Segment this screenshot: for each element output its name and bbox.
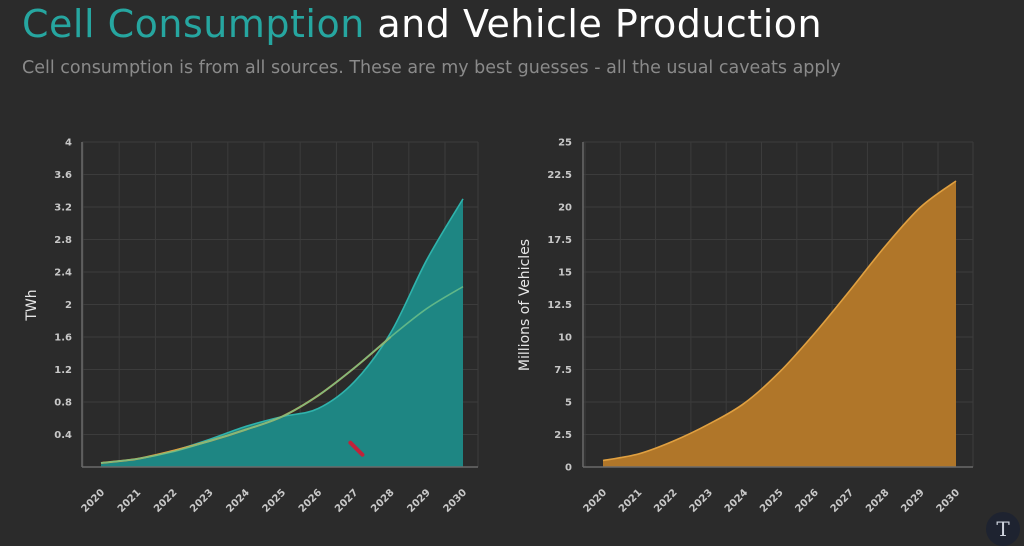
y-tick-label: 15	[558, 268, 572, 279]
x-tick-label: 2023	[688, 487, 715, 514]
y-axis-title: TWh	[24, 289, 40, 321]
logo-text: T	[996, 517, 1009, 541]
y-tick-label: 17.5	[547, 235, 572, 246]
y-tick-label: 25	[558, 138, 572, 149]
y-tick-label: 2.4	[54, 268, 72, 279]
y-tick-label: 4	[65, 138, 72, 149]
y-tick-label: 2	[65, 300, 72, 311]
x-tick-label: 2025	[758, 487, 785, 514]
y-tick-label: 1.2	[54, 365, 72, 376]
x-tick-label: 2028	[369, 487, 396, 514]
x-tick-label: 2020	[582, 487, 609, 514]
x-tick-label: 2030	[935, 487, 962, 514]
y-tick-label: 3.6	[54, 170, 72, 181]
x-tick-label: 2023	[188, 487, 215, 514]
y-tick-label: 12.5	[547, 300, 572, 311]
y-tick-label: 20	[558, 203, 572, 214]
x-tick-label: 2024	[224, 487, 251, 514]
x-tick-label: 2024	[723, 487, 750, 514]
y-tick-label: 2.5	[554, 430, 572, 441]
x-tick-label: 2029	[405, 487, 432, 514]
x-tick-label: 2022	[652, 487, 679, 514]
y-tick-label: 7.5	[554, 365, 572, 376]
y-tick-label: 5	[565, 398, 572, 409]
x-tick-label: 2022	[152, 487, 179, 514]
x-tick-label: 2025	[261, 487, 288, 514]
y-tick-label: 0.8	[54, 398, 72, 409]
y-tick-label: 10	[558, 333, 572, 344]
chart-vehicle-production: 0 2.5 5 7.5 10 12.5 15 17.5 20 22.5 25 2020 2021 2022…	[517, 138, 973, 515]
chart-cell-consumption: 0.4 0.8 1.2 1.6 2 2.4 2.8 3.2 3.6 4 2020 2021 2022 20…	[24, 138, 478, 515]
y-tick-label: 3.2	[54, 203, 72, 214]
x-tick-label: 2028	[864, 487, 891, 514]
y-tick-label: 0.4	[54, 430, 72, 441]
x-tick-label: 2021	[116, 487, 143, 514]
x-tick-label: 2030	[442, 487, 469, 514]
y-tick-label: 1.6	[54, 333, 72, 344]
x-tick-label: 2026	[793, 487, 820, 514]
y-tick-label: 22.5	[547, 170, 572, 181]
y-tick-label: 0	[565, 463, 572, 474]
y-tick-label: 2.8	[54, 235, 72, 246]
x-tick-label: 2027	[333, 487, 360, 514]
x-tick-label: 2021	[617, 487, 644, 514]
x-tick-label: 2026	[297, 487, 324, 514]
x-tick-label: 2027	[829, 487, 856, 514]
x-tick-label: 2020	[80, 487, 107, 514]
x-tick-label: 2029	[899, 487, 926, 514]
channel-logo-icon: T	[986, 512, 1020, 546]
y-axis-title: Millions of Vehicles	[517, 239, 533, 371]
